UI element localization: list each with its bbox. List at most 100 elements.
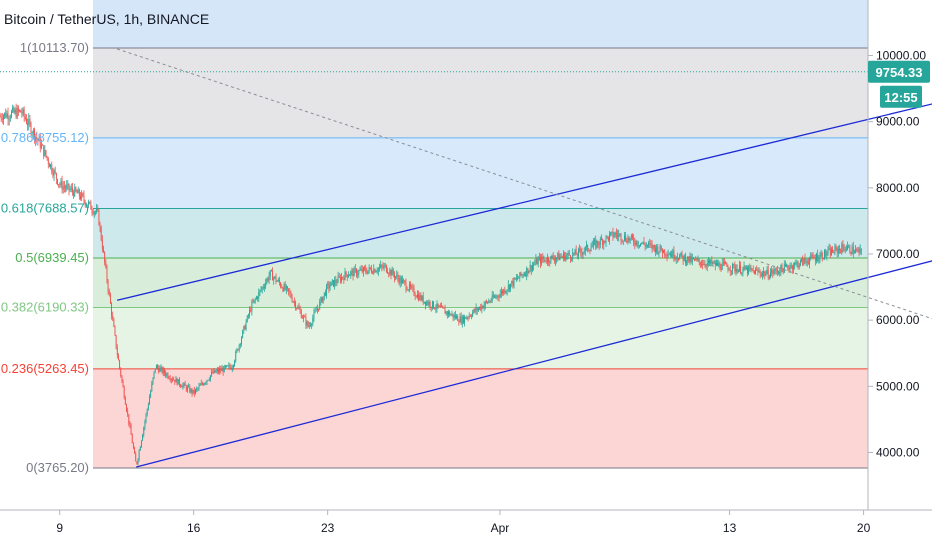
candle-body	[664, 249, 666, 255]
candle-body	[298, 307, 300, 310]
candle-body	[297, 307, 299, 309]
candle-body	[444, 308, 446, 314]
candle-body	[306, 321, 308, 326]
candle-body	[728, 269, 730, 271]
candle-body	[767, 269, 769, 278]
candle-body	[840, 249, 842, 253]
candle-body	[443, 307, 445, 309]
candle-body	[679, 255, 681, 260]
candle-body	[565, 256, 567, 261]
candle-body	[456, 316, 457, 318]
candle-body	[167, 373, 169, 378]
candle-body	[666, 255, 668, 257]
x-tick-label: 16	[187, 521, 201, 535]
candle-body	[760, 273, 762, 276]
candle-body	[680, 252, 682, 256]
candle-body	[32, 129, 34, 134]
candle-body	[684, 255, 686, 263]
candle-body	[214, 369, 216, 373]
candle-body	[361, 269, 363, 273]
candle-body	[433, 301, 434, 309]
candle-body	[419, 295, 421, 301]
candle-body	[740, 265, 742, 274]
candle-body	[75, 187, 77, 192]
candle-body	[468, 315, 470, 318]
candle-body	[227, 365, 229, 367]
candle-body	[675, 257, 677, 260]
candle-body	[798, 264, 800, 268]
candle-body	[812, 255, 814, 258]
candle-body	[672, 250, 674, 257]
candle-body	[123, 387, 125, 398]
candle-body	[427, 301, 429, 305]
candle-body	[339, 277, 341, 282]
candle-body	[682, 255, 684, 261]
candle-body	[136, 461, 138, 464]
candle-body	[694, 258, 696, 261]
candle-body	[839, 248, 840, 250]
candle-body	[509, 284, 510, 290]
candle-body	[844, 249, 846, 251]
candle-body	[763, 271, 765, 274]
candle-body	[83, 195, 85, 201]
candle-body	[483, 305, 485, 309]
candle-body	[713, 261, 715, 263]
candle-body	[614, 232, 616, 236]
candle-body	[612, 231, 614, 238]
candle-body	[403, 279, 405, 281]
candle-body	[304, 316, 306, 318]
candle-body	[206, 380, 208, 383]
candle-body	[408, 284, 410, 290]
candle-body	[457, 316, 459, 322]
candle-body	[851, 246, 853, 254]
candle-body	[520, 272, 522, 276]
candle-body	[134, 448, 135, 454]
candle-body	[440, 306, 441, 308]
candle-body	[289, 291, 291, 293]
candle-body	[630, 235, 632, 238]
candle-body	[366, 271, 368, 274]
candle-body	[852, 246, 854, 254]
candle-body	[80, 196, 81, 199]
candle-body	[841, 244, 843, 253]
candle-body	[555, 259, 556, 262]
candle-body	[681, 252, 683, 256]
candle-body	[827, 249, 829, 254]
candle-body	[772, 270, 774, 274]
candle-body	[273, 277, 275, 281]
candle-body	[665, 254, 667, 256]
candle-body	[384, 265, 386, 266]
axes: 4000.00 5000.00 6000.00 7000.00 8000.00 9000.…	[0, 0, 932, 535]
candle-body	[321, 297, 323, 303]
candle-body	[189, 386, 191, 393]
candle-body	[104, 251, 106, 262]
y-tick-label: 6000.00	[876, 313, 920, 327]
candle-body	[475, 307, 477, 312]
candle-body	[390, 269, 392, 276]
candle-body	[755, 269, 756, 275]
candle-body	[466, 317, 468, 319]
candle-body	[571, 258, 572, 260]
y-tick-label: 5000.00	[876, 379, 920, 393]
candle-body	[73, 191, 75, 197]
candle-body	[471, 316, 472, 318]
candle-body	[549, 261, 551, 263]
candle-body	[621, 240, 623, 242]
candle-body	[459, 316, 461, 323]
candle-body	[758, 271, 760, 273]
candle-body	[58, 184, 60, 186]
fib-zone-top	[93, 0, 868, 48]
candle-body	[131, 434, 133, 444]
candle-body	[568, 252, 570, 256]
candle-body	[820, 253, 822, 256]
candle-body	[569, 255, 571, 259]
x-tick-label: Apr	[491, 521, 510, 535]
candle-body	[535, 258, 537, 264]
candle-body	[791, 265, 793, 270]
candle-body	[632, 235, 633, 239]
candle-body	[115, 335, 117, 349]
candle-body	[55, 172, 57, 180]
candle-body	[292, 301, 294, 303]
candle-body	[795, 262, 797, 264]
